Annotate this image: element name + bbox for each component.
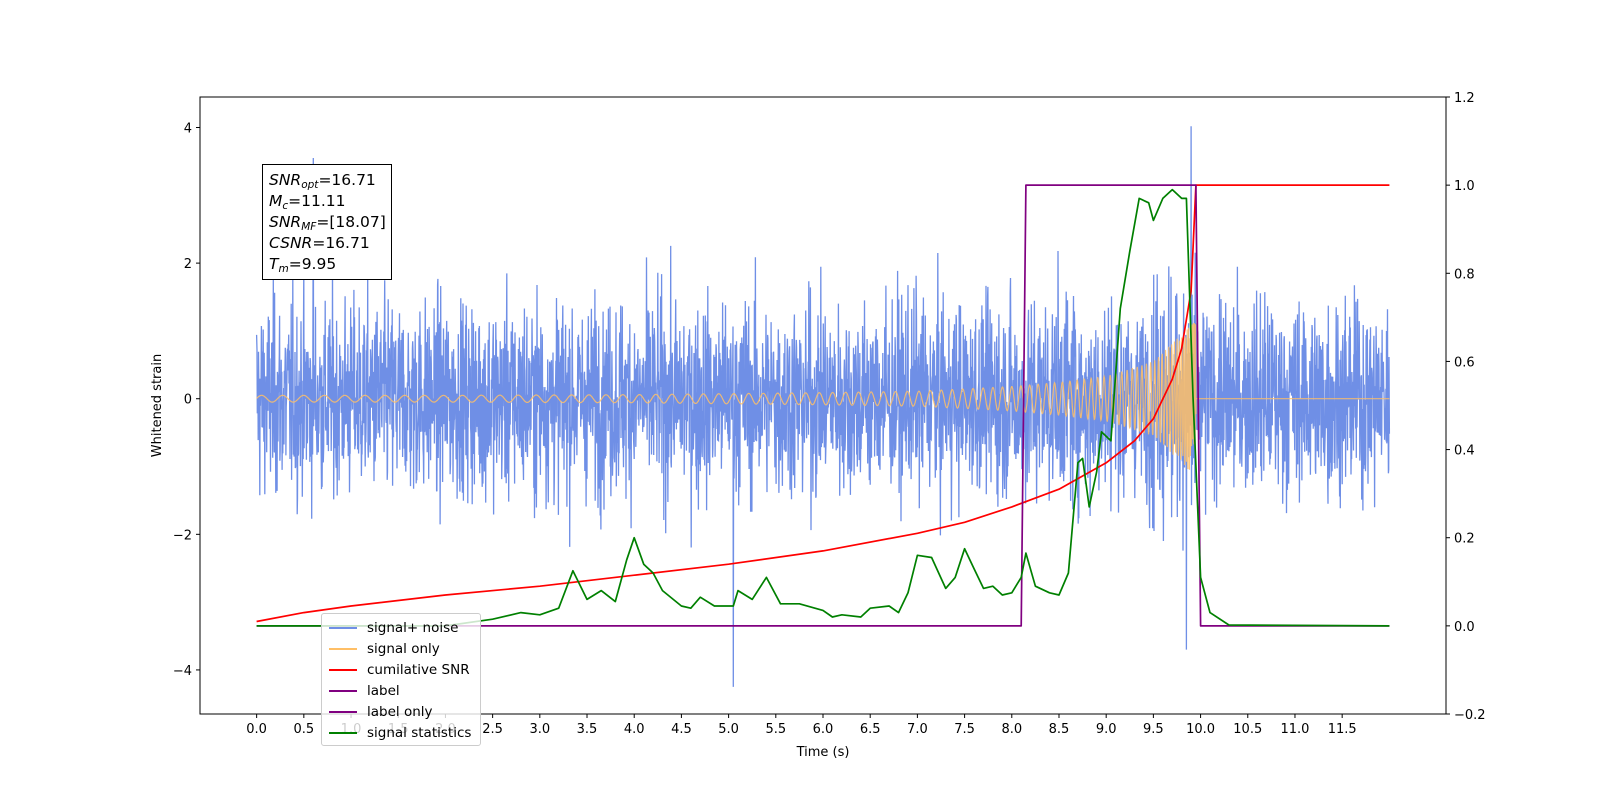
- legend-item: cumilative SNR: [322, 659, 480, 680]
- annotation-symbol: M: [269, 192, 283, 210]
- annotation-subscript: m: [278, 263, 289, 275]
- legend-swatch: [329, 710, 357, 713]
- legend-label: label: [367, 682, 400, 699]
- x-tick-label: 5.0: [718, 722, 739, 737]
- y2-tick-label: 1.0: [1454, 179, 1475, 194]
- y-tick-label: 2: [184, 257, 192, 272]
- annotation-line: Tm=9.95: [269, 254, 386, 275]
- series-signal-statistics: [256, 188, 1390, 627]
- annotation-line: Mc=11.11: [269, 191, 386, 212]
- y2-tick-label: 1.2: [1454, 91, 1475, 106]
- legend-label: signal statistics: [367, 724, 472, 741]
- legend-swatch: [329, 731, 357, 734]
- x-tick-label: 11.5: [1328, 722, 1357, 737]
- legend-item: signal only: [322, 638, 480, 659]
- x-tick-label: 3.0: [529, 722, 550, 737]
- x-tick-label: 9.0: [1096, 722, 1117, 737]
- y2-tick-label: 0.2: [1454, 532, 1475, 547]
- x-tick-label: 4.5: [671, 722, 692, 737]
- x-tick-label: 10.0: [1186, 722, 1215, 737]
- legend-item: signal+ noise: [322, 617, 480, 638]
- y2-tick-label: 0.0: [1454, 620, 1475, 635]
- series-signal-only: [256, 323, 1390, 470]
- annotation-subscript: opt: [301, 179, 319, 191]
- y2-tick-label: −0.2: [1454, 708, 1486, 723]
- legend-label: signal+ noise: [367, 619, 459, 636]
- annotation-symbol: SNR: [269, 213, 302, 231]
- annotation-value: =[18.07]: [316, 213, 386, 231]
- annotation-box: SNRopt=16.71 Mc=11.11 SNRMF=[18.07] CSNR=16…: [262, 164, 392, 280]
- plot-area: [255, 126, 1391, 687]
- x-tick-label: 7.0: [907, 722, 928, 737]
- legend-swatch: [329, 626, 357, 629]
- x-tick-label: 6.5: [860, 722, 881, 737]
- annotation-symbol: SNR: [269, 171, 302, 189]
- annotation-symbol: CSNR: [269, 234, 313, 252]
- y-tick-label: −2: [173, 528, 192, 543]
- legend-item: signal statistics: [322, 722, 480, 743]
- x-tick-label: 11.0: [1280, 722, 1309, 737]
- legend-label: cumilative SNR: [367, 661, 470, 678]
- x-tick-label: 0.0: [246, 722, 267, 737]
- annotation-line: CSNR=16.71: [269, 233, 386, 254]
- x-axis-label: Time (s): [796, 745, 850, 760]
- annotation-value: =16.71: [318, 171, 376, 189]
- annotation-subscript: c: [282, 200, 289, 212]
- legend-item: label only: [322, 701, 480, 722]
- x-tick-label: 8.5: [1049, 722, 1070, 737]
- x-tick-label: 9.5: [1143, 722, 1164, 737]
- legend-item: label: [322, 680, 480, 701]
- x-tick-label: 6.0: [813, 722, 834, 737]
- annotation-line: SNRMF=[18.07]: [269, 212, 386, 233]
- series-label: [256, 184, 1390, 627]
- annotation-symbol: T: [269, 255, 279, 273]
- annotation-value: =16.71: [312, 234, 370, 252]
- y-axis-label: Whitened strain: [150, 354, 165, 457]
- legend-swatch: [329, 668, 357, 671]
- y-tick-label: 4: [184, 122, 192, 137]
- y2-tick-label: 0.8: [1454, 267, 1475, 282]
- y2-tick-label: 0.4: [1454, 444, 1475, 459]
- y-tick-label: −4: [173, 664, 192, 679]
- x-tick-label: 4.0: [624, 722, 645, 737]
- annotation-subscript: MF: [301, 221, 317, 233]
- legend-swatch: [329, 647, 357, 650]
- x-tick-label: 3.5: [577, 722, 598, 737]
- y2-tick-label: 0.6: [1454, 355, 1475, 370]
- annotation-line: SNRopt=16.71: [269, 170, 386, 191]
- series-cumilative-snr: [256, 184, 1390, 623]
- legend-label: signal only: [367, 640, 440, 657]
- x-tick-label: 10.5: [1233, 722, 1262, 737]
- annotation-value: =11.11: [288, 192, 346, 210]
- legend-swatch: [329, 689, 357, 692]
- x-tick-label: 5.5: [765, 722, 786, 737]
- x-tick-label: 0.5: [293, 722, 314, 737]
- legend-label: label only: [367, 703, 433, 720]
- x-tick-label: 8.0: [1001, 722, 1022, 737]
- x-tick-label: 2.5: [482, 722, 503, 737]
- legend: signal+ noise signal only cumilative SNR la…: [321, 613, 481, 746]
- x-tick-label: 7.5: [954, 722, 975, 737]
- y-tick-label: 0: [184, 393, 192, 408]
- annotation-value: =9.95: [288, 255, 337, 273]
- series-signal-noise: [255, 126, 1391, 687]
